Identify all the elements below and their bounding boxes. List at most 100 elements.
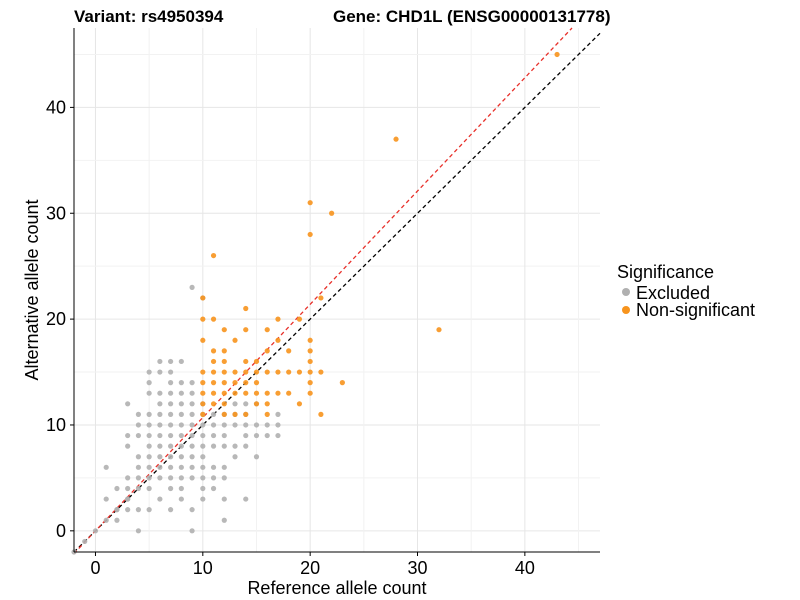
point-excluded [135, 485, 142, 492]
point-non-significant [210, 316, 217, 322]
point-excluded [146, 422, 152, 428]
point-excluded [189, 401, 195, 407]
point-excluded [125, 507, 131, 513]
point-excluded [157, 411, 163, 417]
point-excluded [200, 454, 206, 460]
point-non-significant [329, 210, 335, 216]
point-excluded [168, 358, 174, 365]
point-non-significant [253, 369, 260, 375]
point-excluded [146, 390, 152, 396]
point-excluded [210, 464, 217, 470]
gene-title: Gene: CHD1L (ENSG00000131778) [333, 7, 611, 26]
point-excluded [221, 496, 227, 502]
x-tick-label: 10 [193, 558, 213, 578]
point-non-significant [221, 358, 227, 365]
point-excluded [146, 507, 152, 513]
point-excluded [178, 443, 184, 449]
point-excluded [200, 464, 206, 470]
point-excluded [157, 443, 163, 449]
point-non-significant [210, 358, 217, 365]
point-non-significant [200, 316, 206, 322]
point-non-significant [200, 295, 206, 301]
legend-swatch-excluded [622, 288, 630, 296]
x-tick-label: 20 [300, 558, 320, 578]
point-non-significant [307, 380, 313, 386]
point-excluded [232, 454, 238, 460]
point-excluded [200, 485, 206, 492]
point-non-significant [253, 401, 260, 407]
point-excluded [210, 475, 217, 481]
point-excluded [178, 401, 184, 407]
point-excluded [146, 475, 152, 481]
point-excluded [135, 422, 142, 428]
point-non-significant [200, 369, 206, 375]
point-excluded [125, 485, 131, 492]
point-excluded [168, 401, 174, 407]
point-non-significant [436, 327, 442, 333]
point-non-significant [264, 369, 270, 375]
point-excluded [210, 443, 217, 449]
point-excluded [157, 475, 163, 481]
point-excluded [168, 507, 174, 513]
reference-line-0 [73, 32, 601, 553]
point-non-significant [210, 390, 217, 396]
point-excluded [114, 485, 120, 492]
point-excluded [221, 517, 227, 523]
point-excluded [189, 528, 195, 534]
point-non-significant [243, 390, 249, 396]
point-excluded [168, 369, 174, 375]
point-non-significant [307, 358, 313, 365]
point-non-significant [307, 231, 313, 238]
x-tick-label: 30 [407, 558, 427, 578]
point-excluded [146, 485, 152, 492]
point-excluded [157, 390, 163, 396]
point-excluded [146, 443, 152, 449]
point-excluded [146, 411, 152, 417]
point-excluded [146, 369, 152, 375]
point-excluded [178, 358, 184, 365]
point-non-significant [286, 348, 292, 354]
data-points [71, 51, 560, 555]
point-excluded [178, 485, 184, 492]
point-non-significant [286, 390, 292, 396]
point-excluded [178, 390, 184, 396]
point-non-significant [210, 380, 217, 386]
x-tick-label: 0 [90, 558, 100, 578]
point-non-significant [554, 51, 560, 58]
point-excluded [125, 496, 131, 502]
point-excluded [200, 432, 206, 439]
reference-lines [73, 27, 601, 554]
point-excluded [178, 380, 184, 386]
point-excluded [135, 411, 142, 417]
point-non-significant [210, 348, 217, 354]
y-tick-label: 20 [46, 309, 66, 329]
point-excluded [210, 411, 217, 417]
point-excluded [157, 401, 163, 407]
point-excluded [135, 475, 142, 481]
point-excluded [232, 422, 238, 428]
point-excluded [189, 432, 195, 439]
point-excluded [178, 496, 184, 502]
point-excluded [135, 507, 142, 513]
point-excluded [157, 496, 163, 502]
point-non-significant [264, 327, 270, 333]
point-non-significant [318, 369, 324, 375]
point-non-significant [210, 252, 217, 259]
point-excluded [189, 507, 195, 513]
y-axis-label: Alternative allele count [22, 199, 42, 380]
point-non-significant [232, 390, 238, 396]
point-excluded [168, 443, 174, 449]
point-excluded [221, 443, 227, 449]
point-non-significant [339, 380, 345, 386]
point-excluded [157, 464, 163, 470]
point-excluded [135, 432, 142, 439]
point-excluded [168, 454, 174, 460]
point-non-significant [243, 358, 249, 365]
point-excluded [114, 517, 120, 523]
point-excluded [200, 475, 206, 481]
point-excluded [189, 443, 195, 449]
point-excluded [146, 464, 152, 470]
point-non-significant [221, 401, 227, 407]
point-non-significant [307, 369, 313, 375]
